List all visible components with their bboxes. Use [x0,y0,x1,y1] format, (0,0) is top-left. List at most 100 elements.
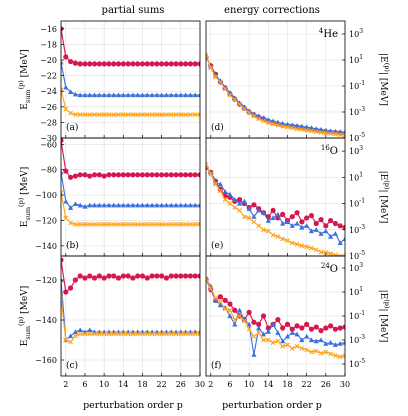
y-tick-label: −30 [40,134,57,143]
data-point-2-4 [217,78,223,83]
data-point-3-26 [323,250,329,256]
data-point-3-30 [342,132,345,138]
data-point-1-23 [163,275,170,281]
data-point-3-24 [313,247,319,253]
data-point-3-11 [251,219,257,225]
nucleus-label: 16O [321,144,338,157]
data-point-2-17 [280,220,286,226]
x-tick-label: 2 [208,380,213,389]
data-point-1-30 [197,172,200,178]
data-point-3-16 [130,221,136,227]
data-point-3-10 [101,331,107,337]
data-point-1-25 [173,172,179,178]
y-tick-label: 10-5 [349,358,365,369]
data-point-3-18 [140,221,145,227]
data-point-3-10 [246,215,252,221]
data-point-3-8 [92,112,97,118]
x-tick-label: 6 [82,380,87,389]
data-point-3-6 [82,112,88,118]
data-point-3-29 [192,112,198,118]
y-tick-label: 101 [349,171,363,182]
data-point-3-29 [337,354,343,360]
data-point-2-4 [217,181,223,187]
data-point-2-11 [251,352,257,357]
data-point-2-15 [125,92,131,98]
data-point-1-16 [275,317,281,323]
data-point-1-17 [280,211,286,217]
data-point-3-15 [125,221,131,227]
data-point-1-6 [227,301,233,307]
data-point-3-3 [213,181,219,187]
series-line-2 [206,278,345,355]
data-point-1-3 [67,285,74,291]
data-point-2-24 [313,227,319,232]
data-point-1-3 [67,58,74,65]
y-axis-label: |E(p)| [MeV] [378,290,391,343]
data-point-3-15 [125,331,131,337]
y-tick-label: −100 [35,191,57,200]
data-point-3-6 [82,331,88,337]
data-point-1-25 [173,61,179,67]
data-point-1-30 [197,273,200,279]
y-tick-label: 10-1 [349,198,365,209]
data-point-2-29 [192,92,198,98]
data-point-1-12 [111,61,117,67]
data-point-2-26 [178,92,184,98]
data-point-3-14 [265,120,271,126]
data-point-3-18 [285,238,290,244]
data-point-3-3 [213,74,219,80]
y-tick-label: 10-5 [349,250,365,261]
data-point-3-27 [183,112,189,118]
data-point-2-6 [227,191,233,197]
data-point-1-10 [246,309,252,315]
data-point-2-10 [101,92,107,98]
data-point-2-10 [101,202,107,208]
data-point-2-25 [318,231,324,236]
data-point-3-17 [280,123,286,129]
data-point-2-20 [294,122,300,128]
data-point-2-15 [270,321,276,327]
series-line-1 [206,279,345,332]
y-tick-label: −160 [35,356,57,365]
data-point-2-14 [265,329,271,334]
data-point-1-11 [251,202,257,208]
data-point-3-30 [197,221,200,227]
data-point-1-8 [91,275,98,281]
data-point-3-26 [178,112,184,118]
data-point-1-21 [154,172,160,178]
data-point-3-10 [246,110,252,116]
data-point-2-11 [251,214,257,219]
y-tick-label: 103 [349,28,363,39]
data-point-3-30 [197,331,200,337]
data-point-3-13 [261,118,266,124]
data-point-2-18 [139,92,146,98]
data-point-3-29 [337,132,343,138]
data-point-3-6 [82,221,88,227]
data-point-3-28 [332,131,338,137]
x-tick-label: 10 [99,380,109,389]
data-point-3-30 [342,254,345,256]
data-point-3-5 [77,221,83,227]
data-point-1-14 [120,61,126,67]
data-point-3-5 [222,306,228,312]
data-point-2-14 [120,202,126,208]
data-point-1-6 [82,172,88,178]
data-point-1-12 [256,321,262,327]
data-point-3-17 [135,112,141,118]
data-point-3-12 [256,330,262,336]
y-tick-label: 10-3 [349,224,365,235]
data-point-2-11 [106,92,112,98]
data-point-3-16 [130,112,136,118]
panel-label: (a) [66,122,78,133]
x-tick-label: 10 [244,380,254,389]
data-point-2-29 [192,202,198,208]
data-point-2-2 [63,198,69,204]
x-tick-label: 30 [340,380,350,389]
data-point-1-13 [260,313,267,319]
series-line-2 [61,62,200,96]
data-point-2-17 [135,202,141,208]
data-point-3-25 [318,350,324,356]
data-point-1-26 [323,223,329,229]
data-point-1-19 [144,275,150,281]
data-point-1-30 [197,61,200,67]
